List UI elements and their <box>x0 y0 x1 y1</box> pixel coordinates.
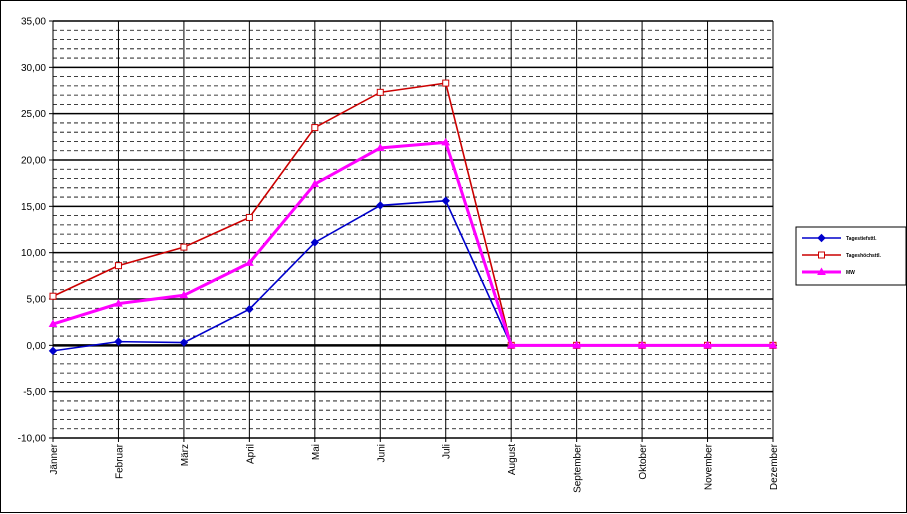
data-point <box>441 196 450 205</box>
x-tick-label: Februar <box>114 443 125 479</box>
legend: Tagestiefsttl. Tageshöchsttl. MW <box>795 226 907 286</box>
data-point <box>441 137 451 146</box>
data-point <box>245 304 254 314</box>
data-point <box>637 340 647 349</box>
y-tick-label: 25,00 <box>21 109 46 120</box>
y-tick-label: 0,00 <box>27 341 47 352</box>
data-point <box>310 238 320 247</box>
y-tick-labels: -10,00 -5,00 0,00 5,00 10,00 15,00 20,00 25,00 3… <box>18 17 47 445</box>
legend-label: MW <box>846 270 855 276</box>
data-point <box>48 346 58 356</box>
data-point <box>817 233 826 243</box>
data-point <box>818 251 825 259</box>
y-tick-label: -10,00 <box>18 434 47 445</box>
data-point <box>572 340 582 349</box>
x-tick-label: Mai <box>311 444 322 460</box>
x-tick-label: November <box>704 443 715 490</box>
x-tick-labels: Jänner Februar März April Mai Juni Juli August S… <box>49 443 780 493</box>
y-tick-label: -5,00 <box>23 387 46 398</box>
series-line <box>52 140 773 347</box>
data-point <box>114 262 122 270</box>
series-line <box>52 199 773 352</box>
x-tick-label: Juni <box>376 444 387 462</box>
x-tick-label: August <box>507 444 518 475</box>
data-point <box>48 319 58 328</box>
y-tick-label: 15,00 <box>21 202 46 213</box>
data-point <box>376 201 385 210</box>
x-tick-label: Oktober <box>638 443 649 479</box>
data-point <box>375 143 385 151</box>
data-point <box>179 290 189 299</box>
grid <box>52 20 774 439</box>
y-tick-label: 5,00 <box>27 295 47 306</box>
data-point <box>376 88 384 96</box>
data-point <box>768 340 778 349</box>
data-point <box>310 179 320 188</box>
legend-label: Tageshöchsttl. <box>846 253 882 259</box>
data-point <box>311 124 319 132</box>
series-line <box>52 82 773 347</box>
data-point <box>245 213 253 221</box>
axes <box>49 20 774 442</box>
legend-label: Tagestiefsttl. <box>846 236 877 242</box>
data-point <box>244 258 254 266</box>
series-0 <box>48 196 778 356</box>
y-tick-label: 30,00 <box>21 63 46 74</box>
data-point <box>817 267 826 275</box>
x-tick-label: Juli <box>442 444 453 459</box>
data-point <box>180 243 188 251</box>
x-tick-label: Jänner <box>49 443 60 474</box>
data-point <box>703 340 712 349</box>
data-point <box>506 340 516 349</box>
data-point <box>179 338 189 347</box>
data-point <box>114 337 123 346</box>
y-tick-label: 35,00 <box>21 17 46 28</box>
y-tick-label: 10,00 <box>21 248 46 259</box>
x-tick-label: März <box>180 444 191 466</box>
y-tick-label: 20,00 <box>21 156 46 167</box>
x-tick-label: April <box>245 444 256 464</box>
series-2 <box>48 137 778 349</box>
legend-box <box>795 226 907 286</box>
data-point <box>49 292 57 300</box>
data-point <box>114 299 123 307</box>
data-point <box>442 79 450 87</box>
x-tick-label: September <box>573 443 584 493</box>
x-tick-label: Dezember <box>769 443 780 490</box>
data-series <box>48 79 778 356</box>
